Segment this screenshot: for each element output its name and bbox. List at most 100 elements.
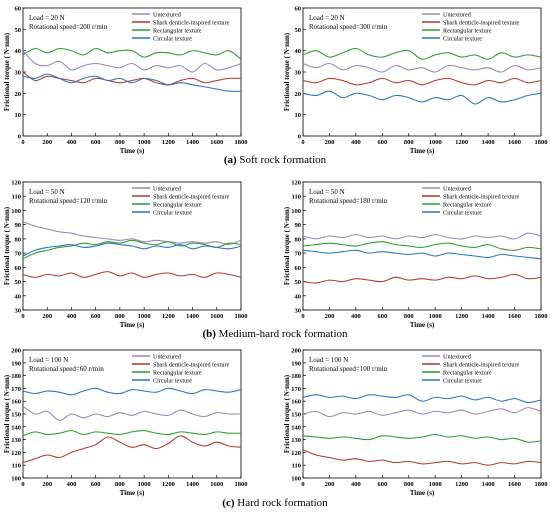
y-tick-label: 90 (15, 222, 22, 229)
y-tick-label: 50 (15, 279, 22, 286)
x-tick-label: 1200 (455, 139, 468, 146)
y-tick-label: 70 (15, 251, 22, 258)
y-tick-label: 80 (295, 236, 302, 243)
y-tick-label: 110 (12, 194, 21, 201)
legend-label: Circular texture (443, 377, 482, 384)
x-tick-label: 400 (351, 313, 361, 320)
y-tick-label: 100 (11, 208, 21, 215)
y-tick-label: 110 (292, 194, 301, 201)
series-line-untextured (22, 50, 242, 73)
condition-annotation: Load = 20 N (309, 14, 345, 22)
legend-label: Rectangular texture (443, 201, 492, 208)
y-tick-label: 140 (291, 424, 301, 431)
caption-c-letter: (c) (222, 497, 235, 509)
x-tick-label: 1400 (186, 481, 199, 488)
x-axis-label: Time (s) (410, 147, 435, 155)
x-tick-label: 400 (351, 139, 361, 146)
y-tick-label: 30 (295, 70, 302, 77)
legend-label: Untextured (443, 353, 472, 360)
x-tick-label: 0 (301, 139, 304, 146)
x-tick-label: 600 (91, 313, 101, 320)
legend-label: Untextured (443, 11, 472, 18)
x-tick-label: 1800 (535, 313, 548, 320)
series-line-circular (302, 90, 542, 105)
y-axis-label: Frictional torque ( N·mm) (283, 32, 291, 111)
y-tick-label: 30 (295, 308, 302, 315)
y-tick-label: 40 (295, 293, 302, 300)
x-tick-label: 400 (351, 481, 361, 488)
y-tick-label: 100 (291, 208, 301, 215)
chart-c-left: 100 110 120 130 140 150 160 170 180 190 200 0 200 400… (3, 348, 248, 498)
x-tick-label: 1400 (482, 481, 495, 488)
x-tick-label: 600 (377, 481, 387, 488)
y-tick-label: 10 (295, 112, 302, 119)
y-tick-label: 120 (11, 180, 21, 187)
x-axis-label: Time (s) (120, 489, 145, 497)
y-tick-label: 10 (15, 112, 22, 119)
x-tick-label: 600 (377, 313, 387, 320)
x-tick-label: 1800 (235, 139, 248, 146)
x-tick-label: 200 (42, 139, 52, 146)
y-axis-label: Frictional torque ( N·mm) (3, 32, 11, 111)
y-tick-label: 110 (12, 463, 21, 470)
x-tick-label: 800 (115, 481, 125, 488)
series-line-untextured (302, 407, 542, 418)
y-tick-label: 200 (11, 348, 21, 355)
condition-annotation: Load = 100 N (29, 356, 68, 364)
y-tick-label: 100 (11, 476, 21, 483)
condition-annotation: Load = 50 N (29, 188, 65, 196)
caption-a-text: Soft rock formation (236, 154, 327, 166)
legend-label: Rectangular texture (443, 27, 492, 34)
condition-annotation: Rotational speed=180 r/min (309, 197, 388, 205)
x-tick-label: 800 (115, 139, 125, 146)
x-tick-label: 1800 (235, 481, 248, 488)
x-tick-label: 400 (67, 139, 77, 146)
x-tick-label: 800 (115, 313, 125, 320)
y-tick-label: 60 (15, 265, 22, 272)
x-tick-label: 1400 (482, 139, 495, 146)
x-tick-label: 1000 (429, 139, 442, 146)
y-tick-label: 50 (295, 27, 302, 34)
x-tick-label: 0 (21, 481, 24, 488)
x-tick-label: 1600 (210, 481, 223, 488)
y-tick-label: 150 (11, 412, 21, 419)
y-tick-label: 130 (291, 437, 301, 444)
x-axis-label: Time (s) (410, 321, 435, 329)
y-tick-label: 180 (11, 373, 21, 380)
x-tick-label: 800 (404, 139, 414, 146)
series-line-shark (302, 77, 542, 86)
series-line-untextured (302, 232, 542, 240)
y-tick-label: 130 (11, 437, 21, 444)
y-tick-label: 100 (291, 476, 301, 483)
legend-label: Shark denticle-inspired texture (153, 361, 230, 368)
series-line-circular (22, 387, 242, 396)
condition-annotation: Load = 20 N (29, 14, 65, 22)
x-tick-label: 200 (325, 313, 335, 320)
x-axis-label: Time (s) (410, 489, 435, 497)
x-tick-label: 1000 (429, 313, 442, 320)
x-tick-label: 1800 (535, 481, 548, 488)
y-tick-label: 160 (11, 399, 21, 406)
legend-label: Rectangular texture (153, 27, 202, 34)
x-tick-label: 1600 (508, 139, 521, 146)
series-line-untextured (302, 62, 542, 73)
caption-a: (a) Soft rock formation (0, 154, 550, 166)
caption-b-text: Medium-hard rock formation (215, 328, 348, 340)
series-line-rectangular (302, 433, 542, 443)
x-tick-label: 600 (377, 139, 387, 146)
series-line-circular (22, 73, 242, 92)
x-tick-label: 1000 (138, 481, 151, 488)
y-tick-label: 40 (15, 293, 22, 300)
x-tick-label: 600 (91, 139, 101, 146)
condition-annotation: Rotational speed=60 r/min (29, 365, 104, 373)
y-tick-label: 120 (291, 450, 301, 457)
y-axis-label: Frictional torque ( N·mm) (283, 206, 291, 285)
x-tick-label: 1200 (455, 481, 468, 488)
x-tick-label: 200 (325, 481, 335, 488)
y-tick-label: 120 (11, 450, 21, 457)
y-tick-label: 0 (18, 134, 21, 141)
y-tick-label: 120 (291, 180, 301, 187)
legend-label: Untextured (153, 353, 182, 360)
